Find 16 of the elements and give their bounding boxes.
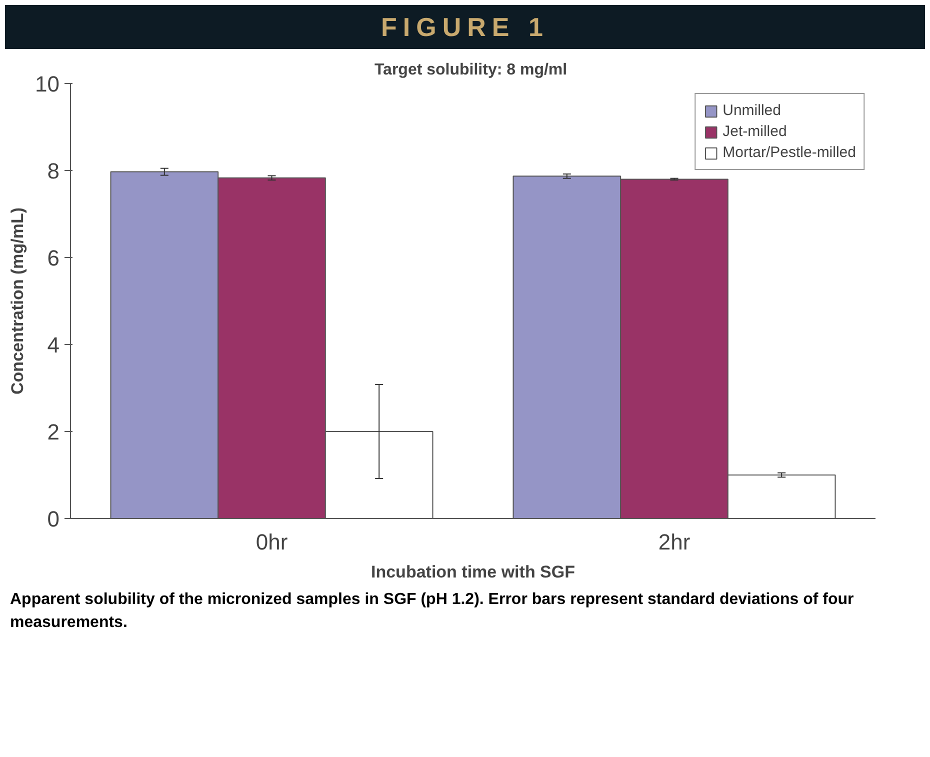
y-tick-label: 8 [47, 158, 60, 184]
legend-label: Unmilled [722, 102, 781, 119]
x-tick-label: 2hr [658, 530, 690, 554]
x-axis-title: Incubation time with SGF [371, 562, 575, 582]
y-tick-label: 10 [35, 72, 60, 96]
y-tick-label: 0 [47, 506, 60, 532]
y-axis-title: Concentration (mg/mL) [8, 207, 28, 394]
chart-title: FIGURE 1 [381, 11, 549, 44]
text: Apparent solubility of the micronized samples in SGF (pH 1.2). Error bars represent standard deviations of four measurements. [10, 590, 855, 633]
text: Target solubility: 8 mg/ml [374, 62, 568, 78]
y-tick-label: 4 [47, 332, 60, 358]
x-tick-label: 0hr [256, 530, 288, 554]
legend-label: Mortar/Pestle-milled [722, 144, 856, 161]
y-tick-label: 2 [47, 420, 60, 444]
y-tick-label: 6 [47, 246, 60, 270]
legend-label: Jet-milled [722, 123, 787, 140]
